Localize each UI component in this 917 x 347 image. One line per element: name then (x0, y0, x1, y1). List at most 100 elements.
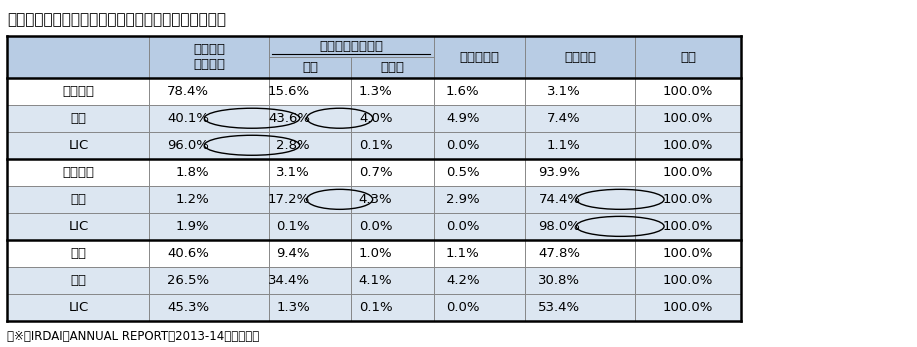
Text: 53.4%: 53.4% (538, 301, 580, 314)
Text: 78.4%: 78.4% (167, 85, 209, 98)
Text: 34.4%: 34.4% (268, 274, 310, 287)
Text: 全体: 全体 (71, 247, 86, 260)
Bar (149, 186, 269, 213)
Bar (7, 105, 149, 132)
Text: 0.5%: 0.5% (446, 166, 480, 179)
Bar (525, 132, 635, 159)
Bar (635, 132, 741, 159)
Text: 43.6%: 43.6% (268, 112, 310, 125)
Text: 0.1%: 0.1% (359, 301, 392, 314)
Text: 個人エー
ジェント: 個人エー ジェント (193, 43, 225, 71)
Text: 100.0%: 100.0% (663, 112, 713, 125)
Text: 民間: 民間 (71, 274, 86, 287)
Text: 15.6%: 15.6% (268, 85, 310, 98)
Bar (269, 213, 351, 240)
Text: 100.0%: 100.0% (663, 274, 713, 287)
Text: 3.1%: 3.1% (547, 85, 580, 98)
Bar (149, 132, 269, 159)
Bar (149, 294, 269, 321)
Bar (635, 78, 741, 105)
Text: 合計: 合計 (680, 51, 696, 64)
Text: 1.9%: 1.9% (175, 220, 209, 233)
Bar (269, 132, 351, 159)
Text: 0.0%: 0.0% (446, 301, 480, 314)
Text: 0.0%: 0.0% (359, 220, 392, 233)
Text: 1.1%: 1.1% (547, 139, 580, 152)
Bar (149, 36, 269, 78)
Text: LIC: LIC (68, 301, 89, 314)
Text: 0.0%: 0.0% (446, 139, 480, 152)
Bar (434, 132, 525, 159)
Text: 40.1%: 40.1% (167, 112, 209, 125)
Text: 4.9%: 4.9% (446, 112, 480, 125)
Bar (269, 159, 351, 186)
Text: （※）IRDAI「ANNUAL REPORT　2013-14」による。: （※）IRDAI「ANNUAL REPORT 2013-14」による。 (7, 330, 260, 343)
Text: 新契約の販売チャネル別内訳（保険料による構成比）: 新契約の販売チャネル別内訳（保険料による構成比） (7, 12, 226, 27)
Bar (434, 186, 525, 213)
Text: その他: その他 (381, 61, 404, 74)
Bar (149, 240, 269, 267)
Text: 1.3%: 1.3% (276, 301, 310, 314)
Text: 40.6%: 40.6% (167, 247, 209, 260)
Text: 100.0%: 100.0% (663, 247, 713, 260)
Bar (7, 186, 149, 213)
Bar (7, 240, 149, 267)
Bar (149, 78, 269, 105)
Bar (149, 105, 269, 132)
Text: 4.0%: 4.0% (359, 112, 392, 125)
Text: 4.3%: 4.3% (359, 193, 392, 206)
Bar (525, 78, 635, 105)
Bar (269, 186, 351, 213)
Bar (7, 36, 149, 78)
Bar (149, 159, 269, 186)
Text: 74.4%: 74.4% (538, 193, 580, 206)
Text: 100.0%: 100.0% (663, 85, 713, 98)
Text: 法人エージェント: 法人エージェント (319, 40, 383, 53)
Text: 1.0%: 1.0% (359, 247, 392, 260)
Text: 0.1%: 0.1% (276, 220, 310, 233)
Bar (525, 213, 635, 240)
Text: 1.3%: 1.3% (359, 85, 392, 98)
Bar (7, 78, 149, 105)
Text: LIC: LIC (68, 139, 89, 152)
Bar (525, 267, 635, 294)
Text: 7.4%: 7.4% (547, 112, 580, 125)
Text: 47.8%: 47.8% (538, 247, 580, 260)
Bar (525, 105, 635, 132)
Text: 2.9%: 2.9% (446, 193, 480, 206)
Text: 100.0%: 100.0% (663, 166, 713, 179)
Bar (269, 294, 351, 321)
Bar (149, 267, 269, 294)
Text: 民間: 民間 (71, 112, 86, 125)
Bar (635, 294, 741, 321)
Bar (351, 186, 434, 213)
Bar (269, 57, 351, 78)
Bar (434, 267, 525, 294)
Text: 30.8%: 30.8% (538, 274, 580, 287)
Text: 98.0%: 98.0% (538, 220, 580, 233)
Bar (7, 213, 149, 240)
Text: 2.8%: 2.8% (276, 139, 310, 152)
Bar (525, 294, 635, 321)
Text: 100.0%: 100.0% (663, 301, 713, 314)
Text: 100.0%: 100.0% (663, 193, 713, 206)
Bar (7, 294, 149, 321)
Bar (434, 36, 525, 78)
Text: 個人保険: 個人保険 (62, 85, 94, 98)
Bar (149, 213, 269, 240)
Text: 銀行: 銀行 (302, 61, 318, 74)
Text: 4.2%: 4.2% (446, 274, 480, 287)
Text: 17.2%: 17.2% (268, 193, 310, 206)
Bar (434, 240, 525, 267)
Bar (635, 186, 741, 213)
Text: 0.1%: 0.1% (359, 139, 392, 152)
Bar (351, 267, 434, 294)
Text: LIC: LIC (68, 220, 89, 233)
Bar (525, 240, 635, 267)
Bar (269, 36, 434, 57)
Bar (269, 105, 351, 132)
Bar (635, 159, 741, 186)
Bar (269, 78, 351, 105)
Text: 93.9%: 93.9% (538, 166, 580, 179)
Bar (635, 213, 741, 240)
